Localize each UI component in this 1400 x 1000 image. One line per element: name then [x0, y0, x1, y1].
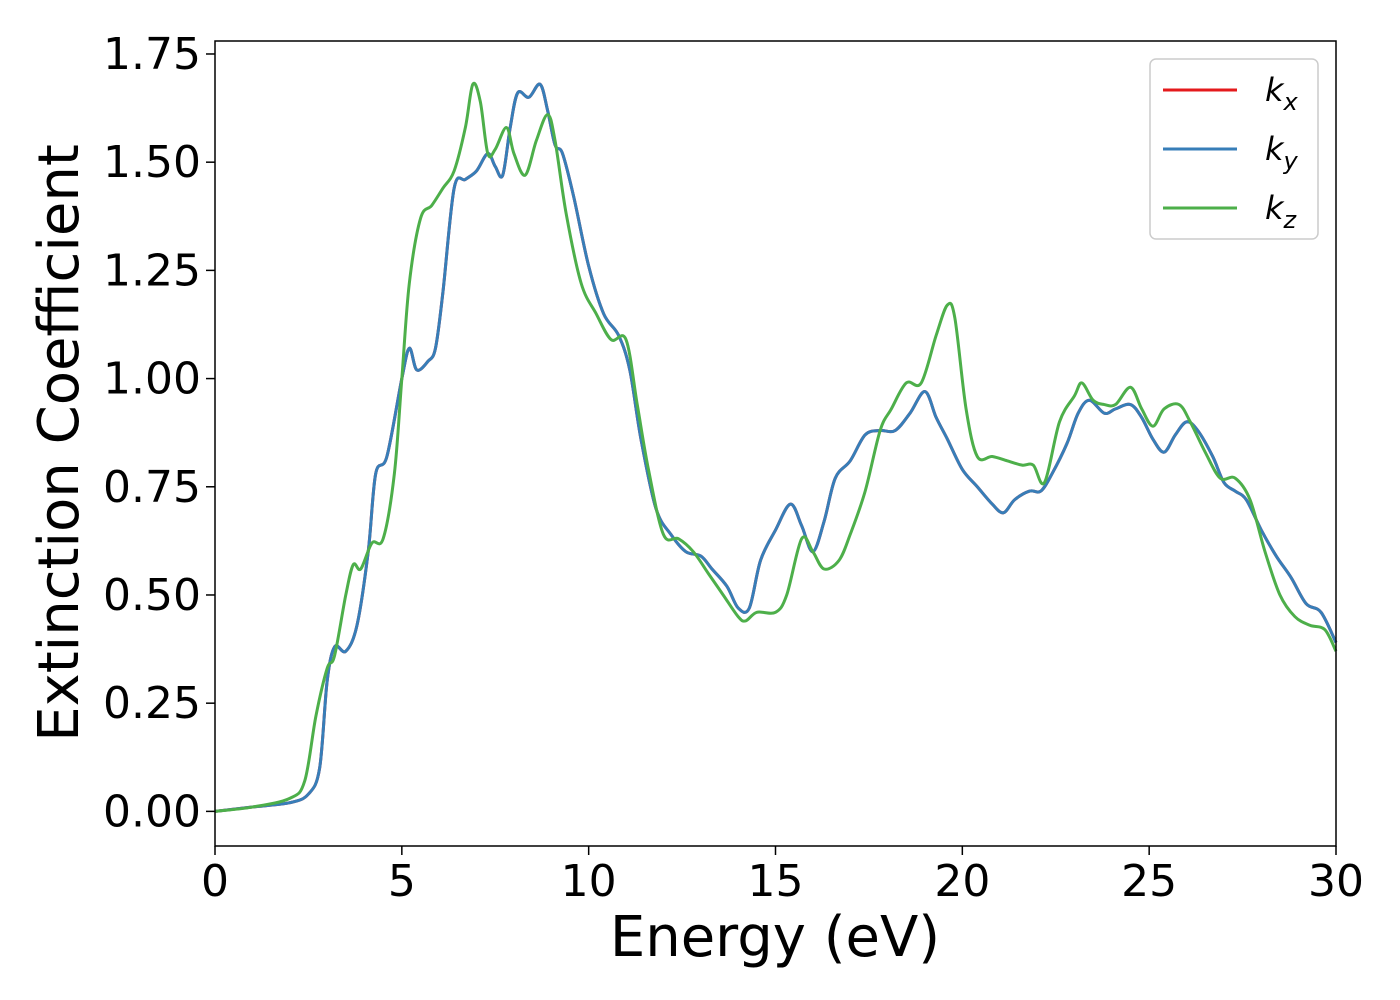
x-tick-label: 30 — [1308, 856, 1364, 907]
legend-label-z: kz — [1265, 189, 1298, 234]
y-tick-label: 0.25 — [103, 678, 201, 729]
x-axis-title: Energy (eV) — [610, 905, 940, 970]
x-tick-label: 25 — [1121, 856, 1177, 907]
y-axis-title: Extinction Coefficient — [27, 144, 92, 742]
x-tick-label: 20 — [934, 856, 990, 907]
y-tick-label: 0.50 — [103, 570, 201, 621]
legend-label-subscript: y — [1283, 147, 1299, 175]
legend-label-y: ky — [1265, 130, 1299, 175]
legend-label-subscript: x — [1283, 88, 1299, 116]
x-tick-label: 0 — [201, 856, 229, 907]
y-tick-label: 1.75 — [103, 29, 201, 80]
y-tick-label: 0.00 — [103, 786, 201, 837]
series-layer — [214, 81, 1338, 813]
y-tick-label: 1.50 — [103, 137, 201, 188]
x-axis-ticks: 0 5 10 15 20 25 30 — [201, 846, 1364, 907]
y-tick-label: 1.25 — [103, 245, 201, 296]
legend-label-x: kx — [1265, 71, 1299, 116]
legend-label-base: k — [1265, 130, 1285, 168]
x-tick-label: 10 — [561, 856, 617, 907]
x-tick-label: 15 — [748, 856, 804, 907]
legend-label-base: k — [1265, 71, 1285, 109]
series-line-z — [214, 81, 1338, 813]
y-axis-ticks: 0.00 0.25 0.50 0.75 1.00 1.25 1.50 1.75 — [103, 29, 215, 837]
legend-label-base: k — [1265, 189, 1285, 227]
legend-label-subscript: z — [1283, 206, 1298, 234]
x-tick-label: 5 — [388, 856, 416, 907]
y-tick-label: 1.00 — [103, 354, 201, 405]
y-tick-label: 0.75 — [103, 462, 201, 513]
series-line-y — [214, 82, 1338, 813]
